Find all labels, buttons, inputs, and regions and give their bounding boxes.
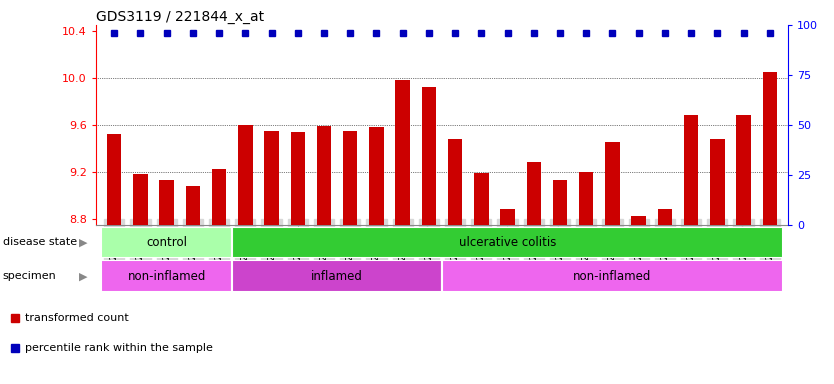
Text: GDS3119 / 221844_x_at: GDS3119 / 221844_x_at [96, 10, 264, 24]
Bar [442, 260, 783, 292]
Text: disease state: disease state [3, 237, 77, 248]
Bar [101, 227, 232, 258]
Text: transformed count: transformed count [25, 313, 128, 323]
Text: ▶: ▶ [79, 271, 88, 281]
Bar [232, 227, 783, 258]
Text: ulcerative colitis: ulcerative colitis [459, 236, 556, 249]
Text: inflamed: inflamed [311, 270, 363, 283]
Bar [159, 180, 174, 225]
Text: non-inflamed: non-inflamed [128, 270, 206, 283]
Bar [343, 131, 358, 225]
Bar [526, 162, 541, 225]
Bar [684, 116, 698, 225]
Bar [762, 72, 777, 225]
Bar [186, 186, 200, 225]
Bar [212, 169, 226, 225]
Bar [290, 132, 305, 225]
Text: specimen: specimen [3, 271, 56, 281]
Bar [239, 125, 253, 225]
Bar [264, 131, 279, 225]
Bar [605, 142, 620, 225]
Bar [579, 172, 594, 225]
Bar [500, 209, 515, 225]
Bar [101, 260, 232, 292]
Bar [448, 139, 462, 225]
Bar [395, 80, 409, 225]
Bar [317, 126, 331, 225]
Text: percentile rank within the sample: percentile rank within the sample [25, 343, 213, 353]
Bar [107, 134, 122, 225]
Bar [658, 209, 672, 225]
Bar [553, 180, 567, 225]
Bar [736, 116, 751, 225]
Text: ▶: ▶ [79, 237, 88, 248]
Text: non-inflamed: non-inflamed [573, 270, 651, 283]
Bar [369, 127, 384, 225]
Bar [133, 174, 148, 225]
Text: control: control [146, 236, 187, 249]
Bar [475, 173, 489, 225]
Bar [232, 260, 442, 292]
Bar [631, 217, 646, 225]
Bar [422, 87, 436, 225]
Bar [710, 139, 725, 225]
